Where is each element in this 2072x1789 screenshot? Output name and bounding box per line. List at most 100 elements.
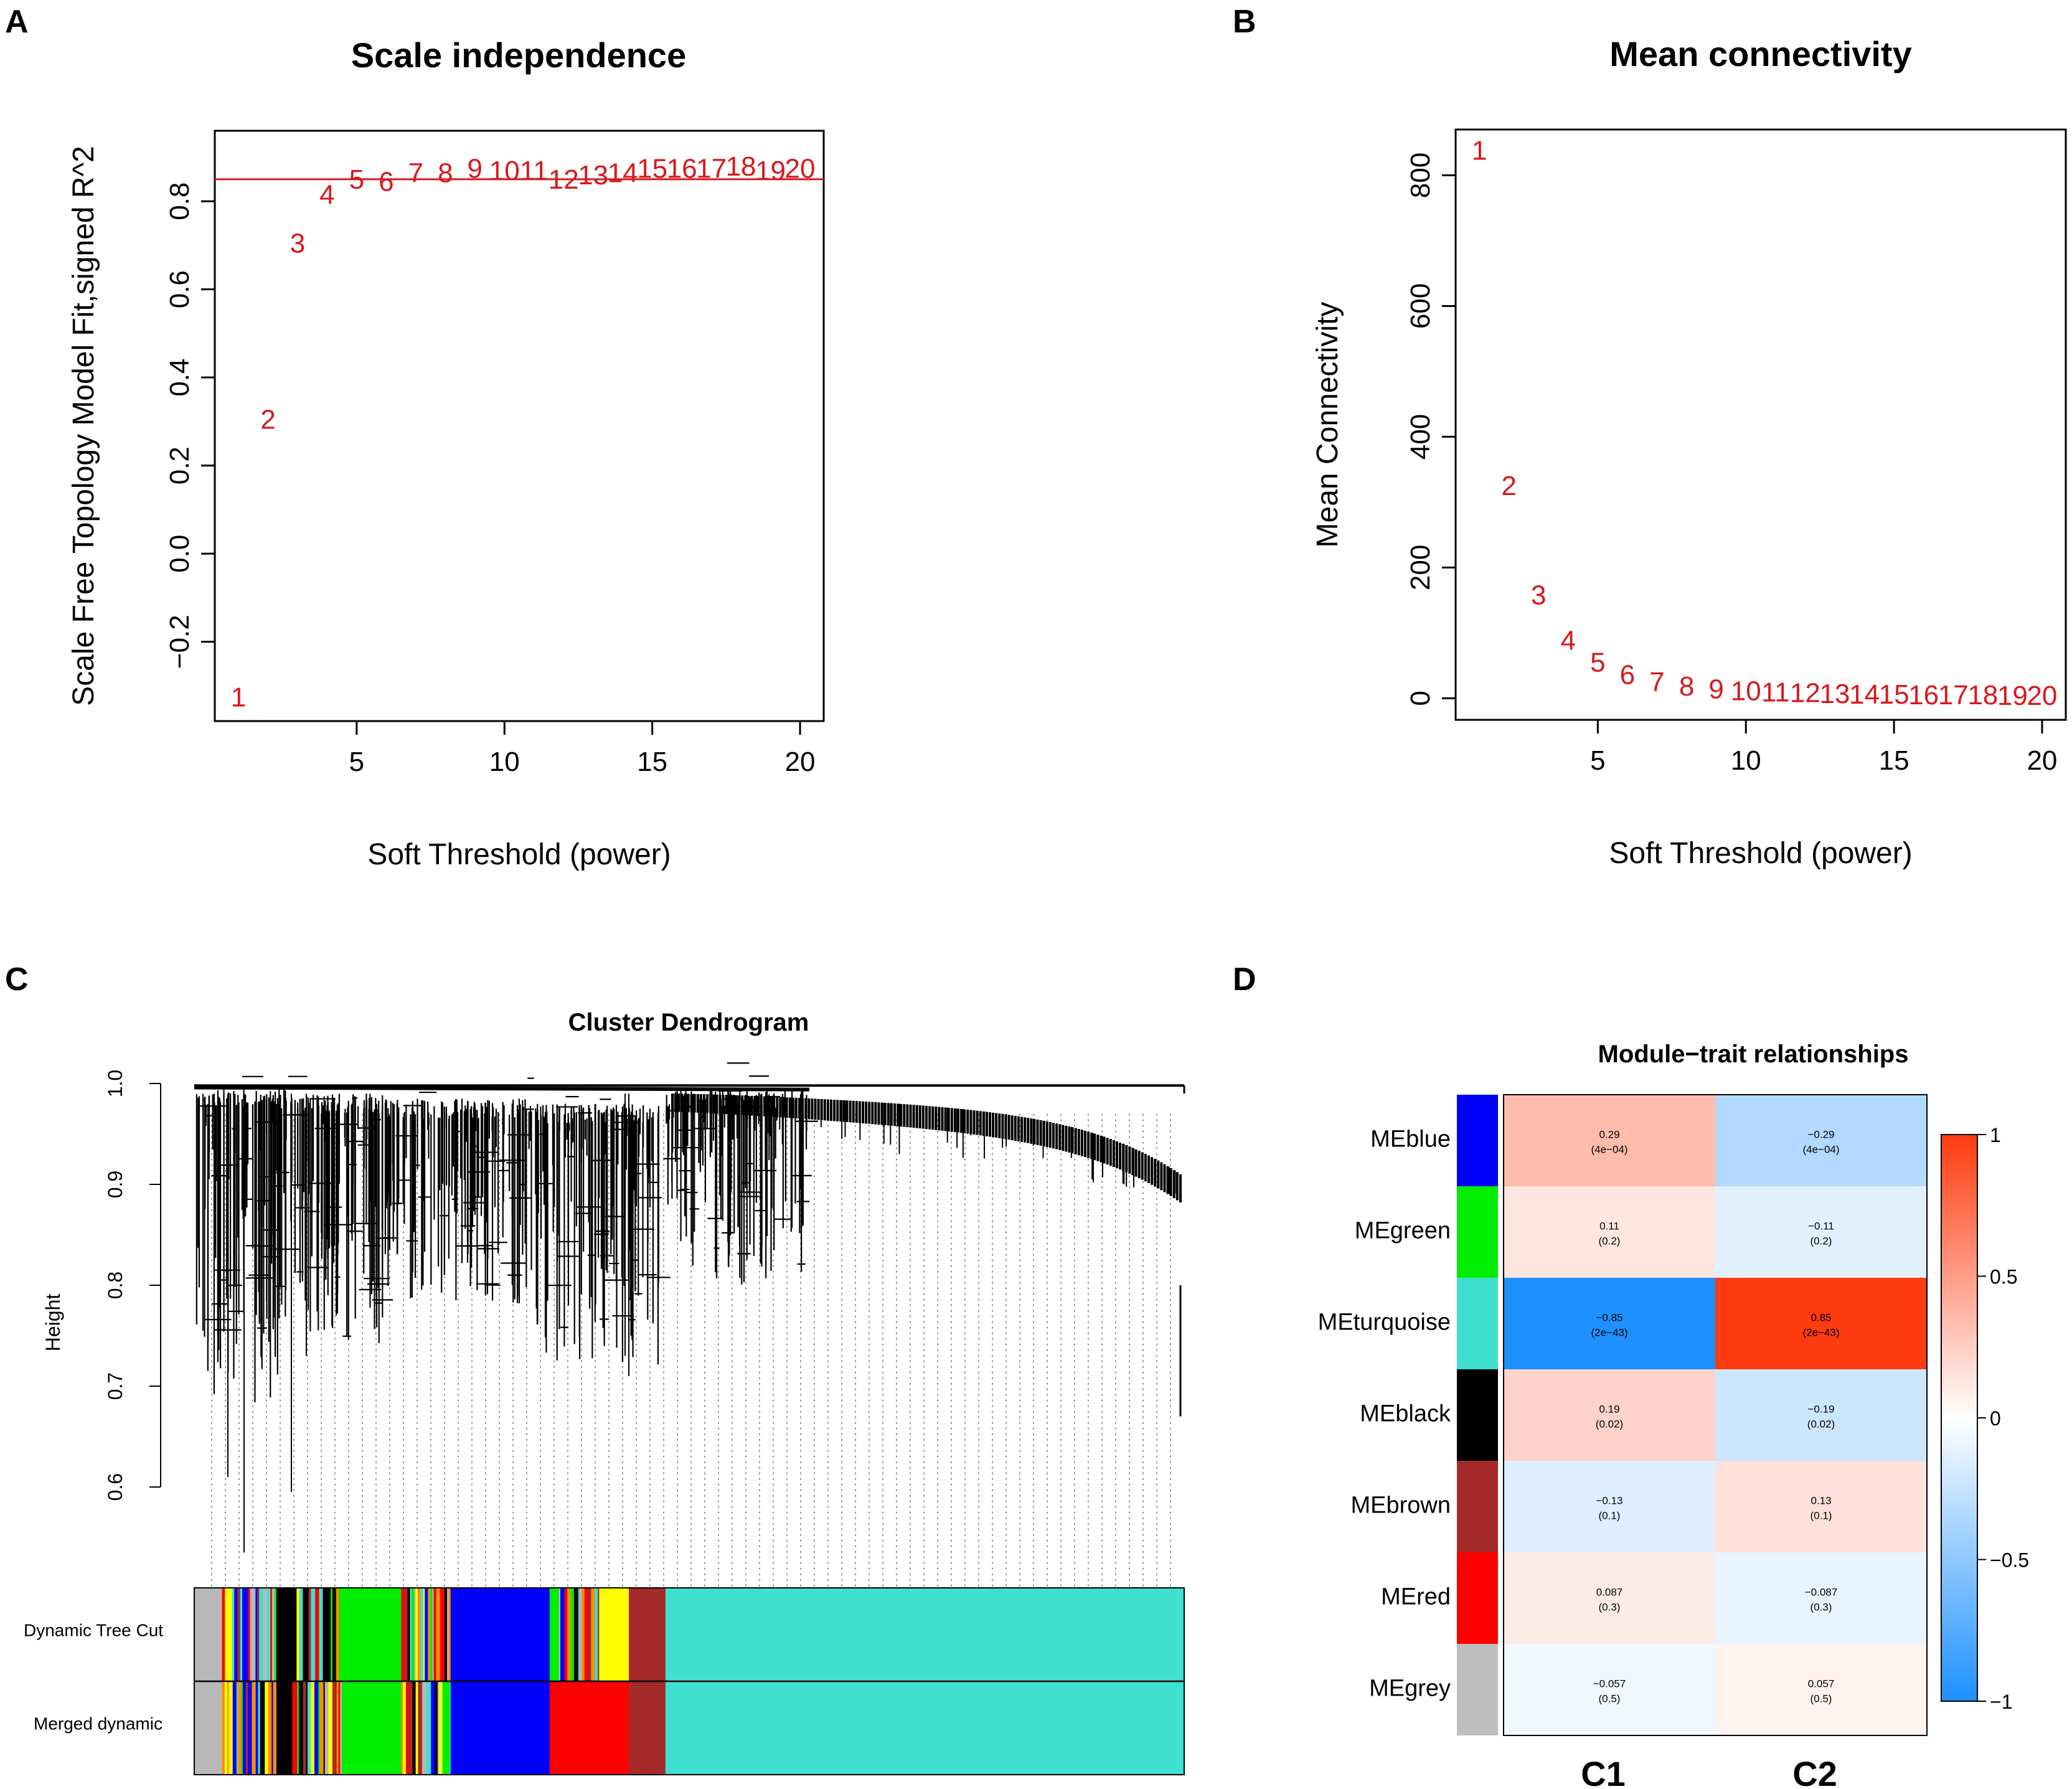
cell-pvalue: (0.3) — [1811, 1602, 1832, 1613]
column-label: C2 — [1792, 1754, 1837, 1789]
module-color-swatch — [1457, 1461, 1498, 1552]
dendrogram-tree — [194, 1062, 1185, 1588]
heatmap-cell — [1715, 1369, 1927, 1461]
module-color-segment — [629, 1588, 666, 1681]
y-tick-label: 800 — [1405, 153, 1436, 198]
x-tick-label: 15 — [1879, 745, 1910, 776]
data-point-label: 13 — [1819, 679, 1850, 709]
x-tick-label: 5 — [349, 747, 364, 777]
color-row-label-dynamic: Dynamic Tree Cut — [24, 1620, 163, 1640]
cell-value: 0.29 — [1599, 1129, 1619, 1141]
row-label: MEblack — [1360, 1401, 1451, 1427]
data-point-label: 15 — [1879, 679, 1910, 710]
x-axis-title: Soft Threshold (power) — [1609, 837, 1912, 870]
heatmap-cell — [1504, 1461, 1715, 1552]
cell-value: −0.29 — [1807, 1129, 1834, 1141]
data-point-label: 1 — [1472, 135, 1487, 166]
y-tick-label: 0.6 — [164, 270, 195, 308]
cluster-dendrogram-chart: Cluster Dendrogram Height 0.6 0.7 0.8 0.9 1.… — [24, 1009, 1185, 1775]
data-point-label: 16 — [1908, 680, 1939, 710]
legend-tick-label: 0 — [1990, 1407, 2001, 1430]
data-point-label: 8 — [438, 158, 453, 188]
cell-pvalue: (2e−43) — [1802, 1327, 1839, 1339]
data-point-label: 15 — [637, 153, 667, 184]
heatmap-cell — [1715, 1552, 1927, 1644]
heatmap-cell — [1504, 1186, 1715, 1278]
data-point-label: 14 — [1849, 679, 1880, 710]
data-point-label: 9 — [1708, 674, 1723, 704]
row-label: MEbrown — [1351, 1493, 1451, 1519]
row-label: MEgrey — [1369, 1676, 1451, 1702]
heatmap-cell — [1715, 1278, 1927, 1369]
x-tick-label: 5 — [1590, 745, 1605, 776]
scale-independence-chart: Scale independence Soft Threshold (power… — [67, 35, 825, 871]
x-tick-label: 10 — [1731, 745, 1761, 776]
data-point-label: 7 — [408, 158, 423, 188]
legend-tick-label: −1 — [1990, 1691, 2012, 1713]
module-color-segment — [450, 1681, 550, 1775]
y-tick-label: 0.7 — [104, 1372, 126, 1400]
module-color-swatch — [1457, 1186, 1498, 1278]
legend-tick-label: 1 — [1990, 1124, 2001, 1146]
data-point-label: 13 — [578, 160, 608, 191]
data-point-label: 5 — [349, 164, 364, 195]
data-point-label: 17 — [696, 153, 727, 184]
cell-value: −0.11 — [1808, 1220, 1834, 1232]
cell-value: −0.19 — [1807, 1404, 1834, 1415]
cell-value: 0.85 — [1811, 1312, 1831, 1324]
module-color-segment — [341, 1588, 402, 1681]
row-label: MEblue — [1370, 1126, 1451, 1153]
data-point-label: 17 — [1938, 680, 1969, 710]
cell-value: −0.087 — [1805, 1587, 1837, 1598]
panel-label-d: D — [1233, 961, 1256, 998]
plot-frame — [214, 130, 825, 722]
data-point-label: 2 — [1501, 471, 1516, 501]
data-point-label: 4 — [1561, 626, 1576, 656]
data-point-label: 14 — [608, 158, 638, 188]
cell-pvalue: (0.1) — [1811, 1510, 1832, 1522]
data-point-label: 9 — [468, 153, 483, 184]
cell-value: −0.057 — [1593, 1678, 1626, 1690]
y-tick-label: 0.4 — [164, 359, 195, 397]
cell-pvalue: (0.1) — [1599, 1510, 1621, 1522]
y-tick-label: 0.0 — [164, 535, 195, 573]
module-color-segment — [450, 1588, 550, 1681]
cell-value: 0.13 — [1811, 1495, 1831, 1507]
data-point-label: 16 — [667, 153, 697, 184]
data-point-label: 2 — [260, 405, 275, 435]
data-point-label: 19 — [755, 156, 786, 186]
module-color-segment — [276, 1588, 293, 1681]
cell-pvalue: (0.3) — [1599, 1602, 1621, 1613]
cell-value: 0.19 — [1599, 1404, 1619, 1415]
data-point-label: 18 — [726, 151, 756, 182]
y-tick-label: 0.8 — [104, 1272, 126, 1299]
panel-label-b: B — [1233, 4, 1256, 40]
heatmap-cell — [1504, 1369, 1715, 1461]
row-label: MEred — [1381, 1584, 1451, 1610]
cell-pvalue: (0.5) — [1811, 1693, 1832, 1705]
heatmap-cell — [1504, 1644, 1715, 1735]
cell-value: 0.057 — [1808, 1678, 1835, 1690]
plot-frame — [1454, 128, 2067, 721]
heatmap-cell — [1504, 1552, 1715, 1644]
column-label: C1 — [1581, 1754, 1626, 1789]
y-axis-title: Height — [42, 1294, 64, 1352]
module-color-swatch — [1457, 1278, 1498, 1369]
data-point-label: 1 — [231, 682, 246, 712]
cell-pvalue: (2e−43) — [1591, 1327, 1627, 1339]
x-axis-title: Soft Threshold (power) — [367, 838, 671, 871]
chart-title: Module−trait relationships — [1598, 1041, 1909, 1068]
data-point-label: 11 — [1761, 677, 1790, 708]
color-row-label-merged: Merged dynamic — [34, 1714, 162, 1733]
module-color-swatch — [1457, 1095, 1498, 1186]
y-tick-label: 0.8 — [164, 182, 195, 220]
y-tick-label: 600 — [1405, 283, 1436, 329]
module-color-segment — [665, 1681, 1185, 1775]
cell-value: 0.087 — [1596, 1587, 1623, 1598]
cell-value: −0.13 — [1596, 1495, 1622, 1507]
data-point-label: 4 — [319, 180, 334, 210]
data-point-label: 11 — [520, 156, 549, 186]
data-point-label: 6 — [1620, 659, 1635, 690]
x-tick-label: 20 — [2027, 745, 2057, 776]
module-color-segment — [276, 1681, 293, 1775]
